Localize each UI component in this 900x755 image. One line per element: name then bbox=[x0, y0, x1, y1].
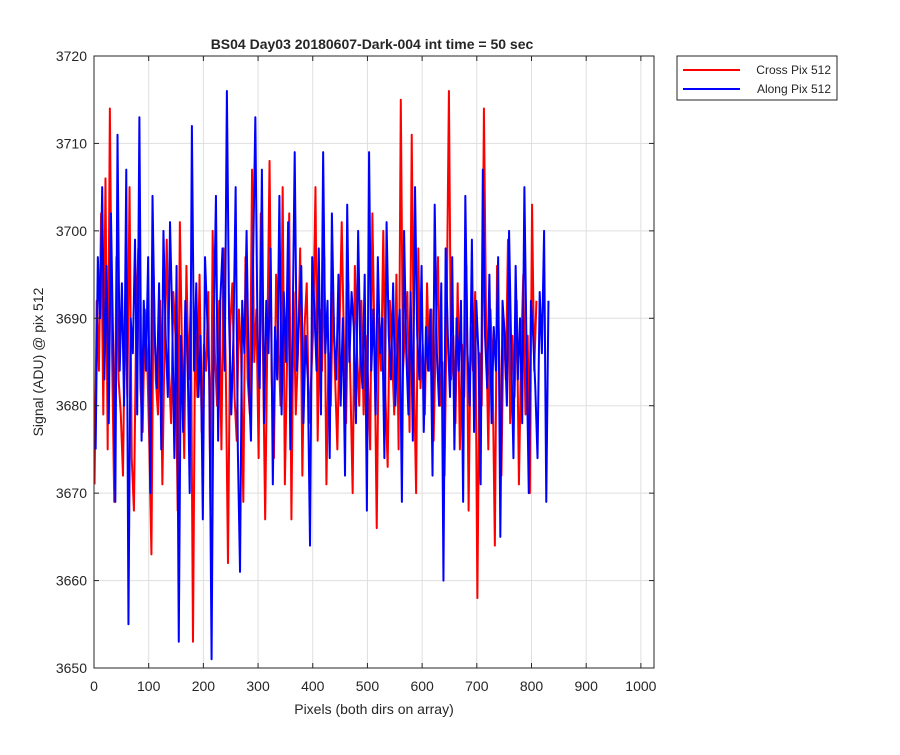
legend-label: Cross Pix 512 bbox=[756, 63, 831, 77]
legend-box bbox=[676, 55, 838, 101]
chart-title: BS04 Day03 20180607-Dark-004 int time = … bbox=[211, 36, 534, 52]
x-tick-label: 400 bbox=[301, 678, 325, 694]
y-tick-label: 3660 bbox=[56, 573, 87, 589]
x-tick-label: 600 bbox=[410, 678, 434, 694]
axes-box bbox=[93, 55, 655, 669]
y-tick-label: 3680 bbox=[56, 398, 87, 414]
x-tick-label: 100 bbox=[137, 678, 161, 694]
y-tick-label: 3690 bbox=[56, 310, 87, 326]
series-line-2 bbox=[94, 89, 550, 661]
x-tick-label: 800 bbox=[520, 678, 544, 694]
y-tick-label: 3650 bbox=[56, 660, 87, 676]
x-tick-label: 1000 bbox=[625, 678, 656, 694]
x-axis-label: Pixels (both dirs on array) bbox=[294, 701, 454, 717]
x-tick-label: 0 bbox=[90, 678, 98, 694]
legend-label: Along Pix 512 bbox=[757, 82, 831, 96]
y-tick-label: 3670 bbox=[56, 485, 87, 501]
series-lines bbox=[93, 89, 550, 661]
x-tick-label: 700 bbox=[465, 678, 489, 694]
y-tick-label: 3700 bbox=[56, 223, 87, 239]
x-tick-label: 300 bbox=[246, 678, 270, 694]
y-tick-label: 3710 bbox=[56, 135, 87, 151]
x-tick-label: 900 bbox=[575, 678, 599, 694]
x-tick-label: 500 bbox=[356, 678, 380, 694]
y-tick-label: 3720 bbox=[56, 48, 87, 64]
legend: Cross Pix 512 Along Pix 512 bbox=[676, 55, 838, 101]
x-tick-label: 200 bbox=[192, 678, 216, 694]
y-axis-label: Signal (ADU) @ pix 512 bbox=[30, 287, 46, 436]
axis-ticks: 0 100 200 300 400 500 600 700 800 900 1000 3650 3660… bbox=[56, 48, 657, 694]
